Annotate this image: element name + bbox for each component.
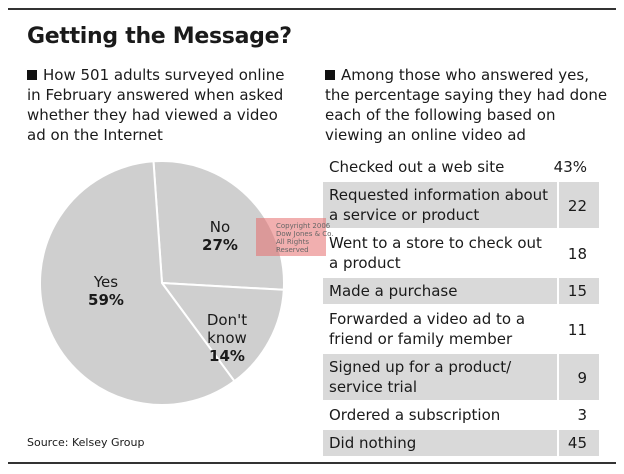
table-row: Went to a store to check out a product 18 [323, 230, 599, 276]
watermark-block [256, 218, 326, 256]
table-row: Made a purchase 15 [323, 278, 599, 304]
left-caption-block: How 501 adults surveyed online in Februa… [27, 65, 287, 145]
row-label: Signed up for a product/ service trial [329, 358, 512, 396]
row-label: Checked out a web site [329, 158, 505, 176]
row-separator [323, 428, 599, 430]
table-row: Requested information about a service or… [323, 182, 599, 228]
pie-slice-no [152, 160, 285, 291]
row-value: 18 [567, 245, 587, 263]
watermark-text: Copyright 2006 Dow Jones & Co. All Right… [276, 222, 334, 254]
row-label: Requested information about a service or… [329, 186, 549, 224]
row-label: Ordered a subscription [329, 406, 501, 424]
slice-label-dont-know: Don't know 14% [207, 311, 247, 365]
row-separator [323, 180, 599, 182]
row-value: 11 [567, 321, 587, 339]
row-value: 15 [567, 282, 587, 300]
row-separator [323, 400, 599, 402]
row-value: 3 [577, 406, 587, 424]
table-row: Checked out a web site 43% [323, 154, 599, 180]
chart-title: Getting the Message? [27, 24, 292, 49]
slice-value: 59% [88, 291, 124, 309]
source-note: Source: Kelsey Group [27, 436, 145, 449]
table-row: Forwarded a video ad to a friend or fami… [323, 306, 599, 352]
row-label: Did nothing [329, 434, 417, 452]
row-label: Went to a store to check out a product [329, 234, 542, 272]
activity-table: Checked out a web site 43% Requested infor… [323, 154, 599, 456]
slice-label-yes: Yes 59% [88, 273, 124, 309]
row-value: 43% [553, 158, 587, 176]
top-rule [8, 8, 616, 10]
slice-value: 14% [209, 347, 245, 365]
row-separator [323, 352, 599, 354]
square-bullet-icon [27, 70, 37, 80]
slice-value: 27% [202, 236, 238, 254]
right-caption-block: Among those who answered yes, the percen… [325, 65, 610, 145]
row-value: 45 [567, 434, 587, 452]
slice-label-no: No 27% [202, 218, 238, 254]
row-separator [323, 304, 599, 306]
row-separator [323, 276, 599, 278]
row-value: 9 [577, 369, 587, 387]
row-label: Made a purchase [329, 282, 458, 300]
table-row: Did nothing 45 [323, 430, 599, 456]
right-caption: Among those who answered yes, the percen… [325, 66, 608, 144]
table-row: Signed up for a product/ service trial 9 [323, 354, 599, 400]
row-value: 22 [567, 197, 587, 215]
pie-slice-don-t-know [159, 281, 285, 383]
table-row: Ordered a subscription 3 [323, 402, 599, 428]
pie-slice-yes [39, 160, 236, 406]
bottom-rule [8, 462, 616, 464]
left-caption: How 501 adults surveyed online in Februa… [27, 66, 285, 144]
row-label: Forwarded a video ad to a friend or fami… [329, 310, 526, 348]
square-bullet-icon [325, 70, 335, 80]
row-separator [323, 228, 599, 230]
